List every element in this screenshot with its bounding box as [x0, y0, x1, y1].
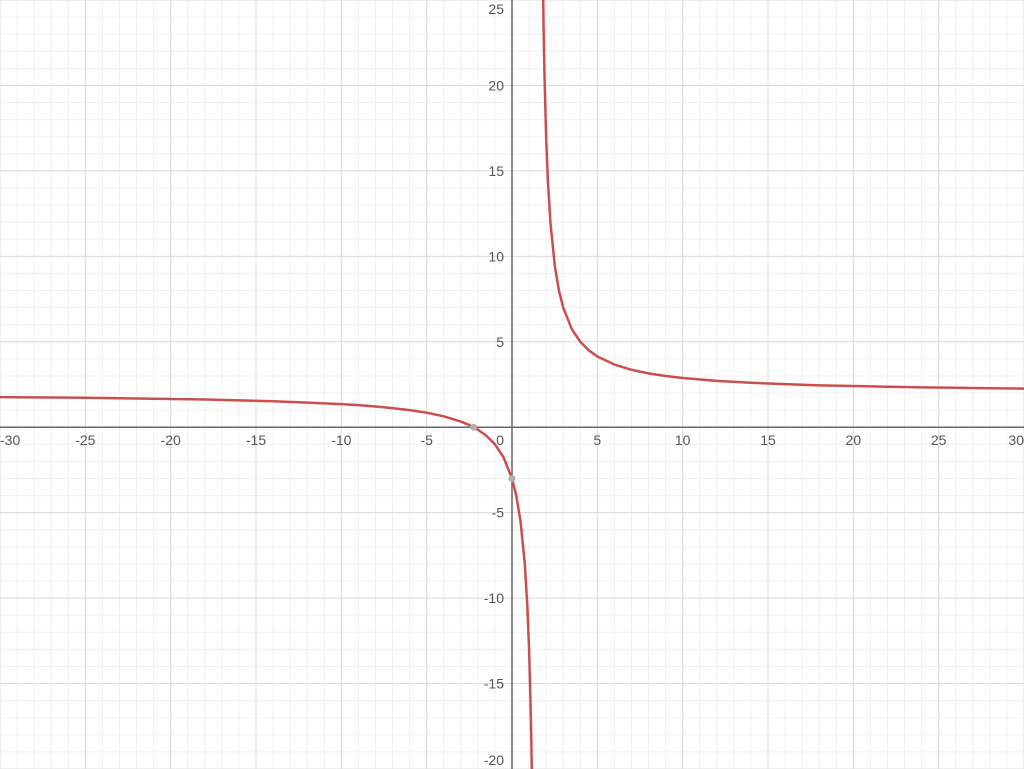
- function-plot: -30 -25 -20 -15 -10 -5 5 10 15 20 25 30 -20 -15 -10 -5 5…: [0, 0, 1024, 769]
- y-tick-label: -5: [492, 505, 505, 521]
- x-tick-label: 25: [931, 432, 947, 448]
- y-tick-label: 15: [488, 163, 504, 179]
- x-tick-label: 10: [675, 432, 691, 448]
- y-tick-label: -15: [484, 676, 504, 692]
- x-tick-label: 20: [846, 432, 862, 448]
- x-tick-label: 5: [593, 432, 601, 448]
- chart-container: -30 -25 -20 -15 -10 -5 5 10 15 20 25 30 -20 -15 -10 -5 5…: [0, 0, 1024, 769]
- x-tick-label: -15: [246, 432, 266, 448]
- x-tick-label: 15: [760, 432, 776, 448]
- y-tick-label: 5: [496, 334, 504, 350]
- x-tick-label: -20: [161, 432, 181, 448]
- y-tick-label: -20: [484, 752, 504, 768]
- y-tick-label: -10: [484, 590, 504, 606]
- intercept-marker: [470, 424, 477, 431]
- x-tick-label: -30: [0, 432, 20, 448]
- x-tick-label: -25: [75, 432, 95, 448]
- y-tick-label: 25: [488, 1, 504, 17]
- x-tick-label: -5: [420, 432, 433, 448]
- x-tick-label: -10: [331, 432, 351, 448]
- x-tick-label: 30: [1008, 432, 1024, 448]
- intercept-marker: [509, 475, 516, 482]
- y-tick-label: 10: [488, 248, 504, 264]
- y-tick-label: 20: [488, 77, 504, 93]
